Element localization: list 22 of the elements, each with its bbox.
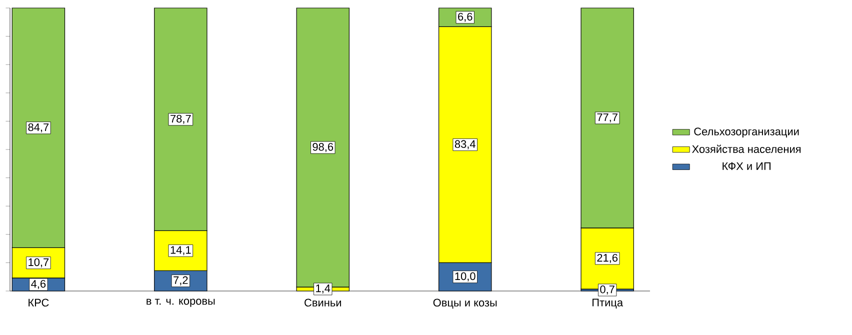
data-label: 6,6: [458, 12, 472, 22]
text: КФХ и ИП: [722, 162, 770, 170]
data-label: 1,4: [316, 284, 330, 294]
data-label: 21,6: [597, 254, 618, 263]
data-label: 77,7: [597, 113, 618, 122]
data-label: 84,7: [28, 123, 49, 132]
x-tick-label: Птица: [592, 298, 624, 308]
data-label: 0,7: [600, 285, 614, 295]
data-label: 83,4: [454, 140, 476, 150]
x-tick-label: Овцы и козы: [433, 298, 497, 309]
data-label: 98,6: [312, 143, 334, 152]
data-label: 10,7: [28, 258, 49, 268]
data-label: 4,6: [31, 280, 46, 290]
legend-label: Сельхозорганизации: [694, 128, 799, 138]
data-label: 14,1: [170, 246, 191, 256]
legend-label: Хозяйства населения: [692, 144, 801, 153]
x-tick-label: в т. ч. коровы: [146, 298, 215, 307]
data-label: 10,0: [455, 272, 476, 282]
data-label: 78,7: [170, 114, 191, 124]
x-tick-label: КРС: [28, 298, 49, 307]
x-tick-label: Свиньи: [304, 298, 341, 307]
data-label: 7,2: [174, 276, 188, 286]
